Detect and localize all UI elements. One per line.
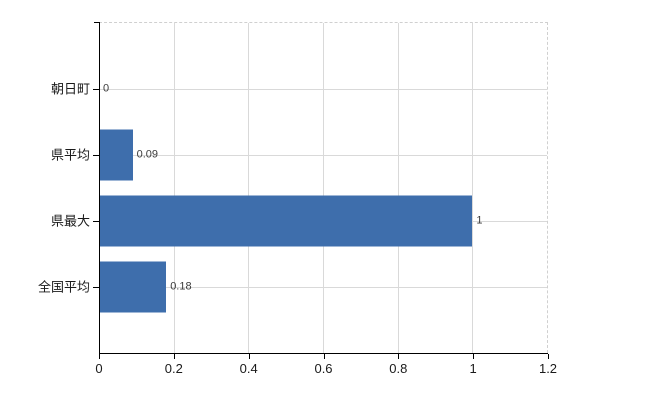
bar-value-label: 0 (103, 82, 110, 95)
x-gridline (248, 23, 250, 353)
plot-area: 朝日町 0 県平均 0.09 県最大 1 全国平均 0.18 (38, 22, 548, 353)
category-gridline (99, 155, 547, 156)
bar-value-label: 0.09 (136, 148, 159, 161)
bar-value-label: 1 (476, 214, 483, 227)
x-axis-tick (99, 354, 100, 359)
x-tick-label: 0 (95, 361, 103, 376)
bar-row: 全国平均 0.18 (38, 254, 547, 320)
x-tick-label: 0.6 (314, 361, 333, 376)
category-gridline (99, 89, 547, 90)
bar (99, 195, 473, 247)
x-axis-tick (323, 354, 325, 359)
category-label: 全国平均 (37, 279, 90, 295)
x-axis-tick (248, 354, 250, 359)
x-axis-tick (548, 354, 549, 359)
x-axis-line: 0 0.2 0.4 0.6 0.8 1 1.2 (95, 353, 557, 375)
category-label: 朝日町 (50, 81, 90, 97)
x-tick-label: 0.8 (389, 361, 408, 376)
bar-row: 県最大 1 (51, 188, 547, 254)
x-tick-label: 1.2 (538, 361, 558, 376)
y-axis-tick (93, 221, 99, 222)
x-tick-label: 0.2 (164, 361, 183, 376)
y-axis-end-tick (94, 22, 100, 23)
x-tick-label: 0.4 (239, 361, 258, 376)
category-label: 県最大 (50, 213, 90, 229)
bar-row: 県平均 0.09 (51, 122, 547, 188)
y-axis-tick (93, 155, 99, 156)
bar (99, 129, 133, 181)
x-axis-tick (173, 354, 175, 359)
y-axis-line (99, 22, 100, 353)
x-axis-tick (398, 354, 400, 359)
x-tick-label: 1 (469, 361, 477, 376)
bar-rows: 朝日町 0 県平均 0.09 県最大 1 全国平均 0.18 (38, 23, 547, 353)
bar-row: 朝日町 0 (51, 56, 547, 122)
x-axis-tick (473, 354, 475, 359)
bar (99, 261, 167, 313)
y-axis-tick (93, 89, 99, 90)
x-gridline (472, 23, 474, 353)
y-axis-tick (93, 287, 99, 288)
x-gridline (397, 23, 399, 353)
category-label: 県平均 (50, 147, 90, 163)
bar-value-label: 0.18 (170, 280, 192, 293)
x-gridline (173, 23, 175, 353)
category-gridline (99, 287, 547, 288)
x-gridline (323, 23, 324, 353)
